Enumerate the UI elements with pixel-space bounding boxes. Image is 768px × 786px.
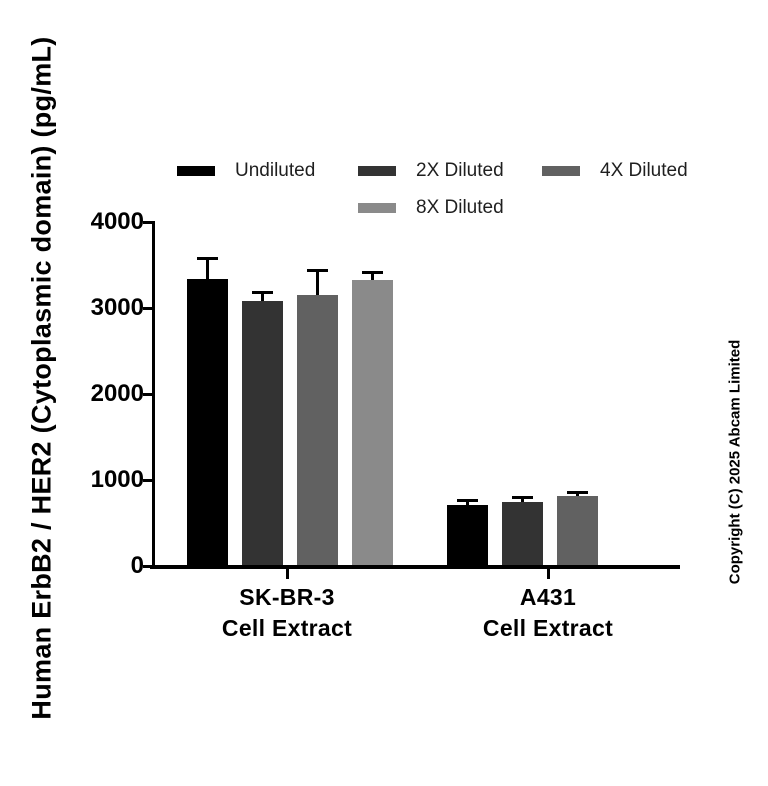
error-bar-cap bbox=[567, 491, 588, 495]
error-bar-line bbox=[206, 259, 209, 281]
bar-undiluted-group1 bbox=[187, 278, 228, 566]
y-tick bbox=[143, 393, 153, 396]
y-axis-title: Human ErbB2 / HER2 (Cytoplasmic domain) … bbox=[26, 36, 57, 720]
error-bar-cap bbox=[197, 256, 218, 260]
y-tick-label: 4000 bbox=[90, 208, 144, 235]
error-bar-cap bbox=[362, 271, 383, 275]
legend-swatch-4x-diluted bbox=[542, 166, 580, 176]
group-label-skbr3: SK-BR-3 Cell Extract bbox=[222, 582, 352, 644]
legend-item-8x-diluted: 8X Diluted bbox=[358, 197, 504, 218]
y-tick bbox=[143, 479, 153, 482]
error-bar-line bbox=[466, 501, 469, 507]
legend-item-4x-diluted: 4X Diluted bbox=[542, 160, 688, 181]
bar-undiluted-group2 bbox=[447, 504, 488, 566]
legend-item-2x-diluted: 2X Diluted bbox=[358, 160, 504, 181]
error-bar-cap bbox=[512, 496, 533, 500]
y-tick-label: 3000 bbox=[90, 294, 144, 321]
x-tick-a431 bbox=[547, 569, 550, 579]
bar-8x-diluted-group1 bbox=[352, 280, 393, 566]
copyright-text: Copyright (C) 2025 Abcam Limited bbox=[726, 339, 744, 585]
bar-4x-diluted-group1 bbox=[297, 295, 338, 566]
legend-swatch-undiluted bbox=[177, 166, 215, 176]
bar-2x-diluted-group2 bbox=[502, 501, 543, 566]
legend-label: 2X Diluted bbox=[416, 160, 504, 181]
legend-swatch-8x-diluted bbox=[358, 203, 396, 213]
legend-item-undiluted: Undiluted bbox=[177, 160, 316, 181]
bar-2x-diluted-group1 bbox=[242, 301, 283, 566]
error-bar-line bbox=[371, 274, 374, 283]
legend-label: 8X Diluted bbox=[416, 197, 504, 218]
error-bar-cap bbox=[252, 291, 273, 295]
x-tick-skbr3 bbox=[286, 569, 289, 579]
legend-swatch-2x-diluted bbox=[358, 166, 396, 176]
y-tick-label: 0 bbox=[130, 552, 144, 579]
x-axis-line bbox=[150, 565, 680, 569]
legend-label: Undiluted bbox=[235, 160, 316, 181]
bar-4x-diluted-group2 bbox=[557, 496, 598, 566]
legend-label: 4X Diluted bbox=[600, 160, 688, 181]
y-tick bbox=[143, 565, 153, 568]
y-axis-line bbox=[152, 221, 155, 569]
group-label-line2: Cell Extract bbox=[221, 615, 353, 641]
error-bar-line bbox=[316, 271, 319, 298]
error-bar-line bbox=[521, 499, 524, 504]
error-bar-line bbox=[576, 494, 579, 499]
y-tick bbox=[143, 307, 153, 310]
group-label-line1: A431 bbox=[519, 584, 577, 610]
group-label-line1: SK-BR-3 bbox=[239, 584, 335, 610]
y-tick bbox=[143, 221, 153, 224]
y-tick-label: 2000 bbox=[90, 380, 144, 407]
group-label-line2: Cell Extract bbox=[482, 615, 614, 641]
error-bar-cap bbox=[457, 498, 478, 502]
group-label-a431: A431 Cell Extract bbox=[483, 582, 613, 644]
y-tick-label: 1000 bbox=[90, 466, 144, 493]
error-bar-line bbox=[261, 294, 264, 304]
error-bar-cap bbox=[307, 268, 328, 272]
